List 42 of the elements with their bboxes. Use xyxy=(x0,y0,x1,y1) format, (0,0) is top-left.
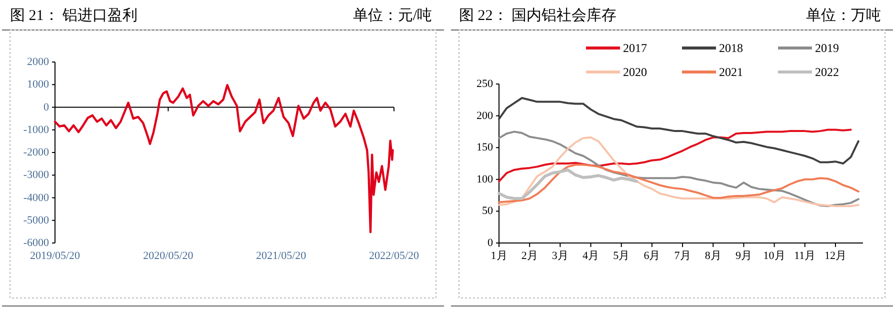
legend-label: 2021 xyxy=(719,65,743,79)
x-tick-label: 7月 xyxy=(674,250,691,262)
chart-title: 图 21： 铝进口盈利 xyxy=(10,7,138,24)
x-tick-label: 4月 xyxy=(582,250,600,262)
x-tick-label: 11月 xyxy=(794,250,816,262)
y-tick-label: 100 xyxy=(476,173,494,186)
text: 单位：元/吨 xyxy=(352,7,432,24)
y-tick-label: -4000 xyxy=(23,192,50,204)
line-series xyxy=(54,84,394,234)
y-tick-label: -6000 xyxy=(23,237,50,249)
legend-label: 2018 xyxy=(719,41,743,55)
text: 单位：万吨 xyxy=(806,7,881,24)
legend-label: 2022 xyxy=(815,65,839,79)
x-tick-label: 2022/05/20 xyxy=(368,250,420,262)
y-tick-label: 50 xyxy=(482,205,494,218)
x-tick-label: 2021/05/20 xyxy=(256,250,307,262)
x-tick-label: 1月 xyxy=(490,250,508,262)
x-tick-label: 8月 xyxy=(704,250,722,262)
legend-label: 2019 xyxy=(815,41,839,55)
y-tick-label: 0 xyxy=(44,101,50,114)
y-tick-label: 0 xyxy=(488,237,494,249)
x-tick-label: 10月 xyxy=(763,250,786,262)
y-tick-label: 2000 xyxy=(27,56,50,68)
x-tick-label: 2020/05/20 xyxy=(143,250,194,262)
x-tick-label: 2月 xyxy=(521,250,538,262)
x-tick-label: 3月 xyxy=(552,250,568,262)
y-tick-label: -5000 xyxy=(23,214,50,226)
y-tick-label: -2000 xyxy=(23,146,50,158)
y-tick-label: -3000 xyxy=(23,169,50,182)
chart-title: 图 22： 国内铝社会库存 xyxy=(459,7,616,24)
y-tick-label: 200 xyxy=(476,110,494,122)
legend-label: 2020 xyxy=(623,65,647,79)
y-tick-label: 250 xyxy=(476,78,494,90)
x-tick-label: 5月 xyxy=(613,250,630,262)
y-tick-label: 150 xyxy=(476,142,494,154)
x-tick-label: 2019/05/20 xyxy=(30,250,81,262)
y-tick-label: 1000 xyxy=(27,78,50,91)
y-tick-label: -1000 xyxy=(23,124,50,136)
x-tick-label: 6月 xyxy=(644,250,660,262)
x-tick-label: 9月 xyxy=(735,250,752,262)
x-tick-label: 12月 xyxy=(824,250,846,262)
legend-label: 2017 xyxy=(623,41,647,55)
